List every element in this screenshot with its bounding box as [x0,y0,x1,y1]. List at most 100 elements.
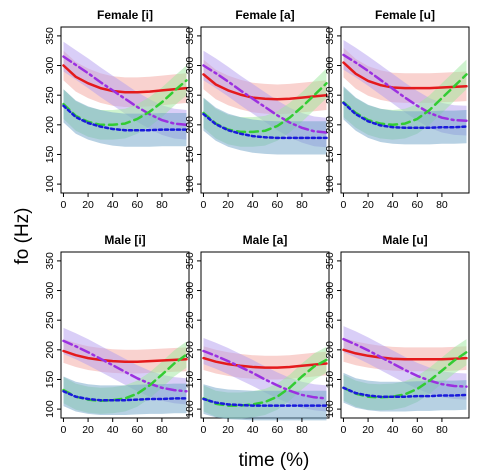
x-tick-label: 80 [156,199,168,211]
series-line [202,397,328,407]
y-tick-label: 250 [44,311,56,329]
y-tick-label: 250 [184,86,196,104]
y-tick-label: 350 [44,252,56,270]
x-tick-label: 60 [271,199,283,211]
x-tick-label: 40 [247,199,259,211]
y-tick-label: 250 [324,86,336,104]
x-tick-label: 0 [61,424,67,436]
y-tick-label: 100 [44,400,56,418]
plot-frame [340,251,470,419]
x-tick-label: 60 [411,424,423,436]
series-line [202,356,328,369]
panels: Female [i]0 20 40 60 80100150200250300350Fem… [44,8,470,436]
y-tick-label: 300 [44,57,56,75]
panel: Male [i] 0 20 40 60 80 100 150 200 250 300 350 [44,233,190,436]
plot-frame [340,26,470,194]
x-tick-label: 20 [222,424,234,436]
panel: Female [u] 0 20 40 60 80 100 150 200 250 300 350 [324,8,470,211]
y-tick-label: 200 [324,341,336,359]
panel: Female [a] 0 20 40 60 80 100 150 200 250 300 350 [184,8,330,211]
x-tick-label: 20 [362,199,374,211]
y-tick-label: 150 [324,146,336,164]
x-tick-label: 60 [131,199,143,211]
series-line [342,53,468,122]
x-tick-label: 80 [436,424,448,436]
series-line [342,61,468,90]
y-tick-label: 300 [184,57,196,75]
x-tick-label: 40 [247,424,259,436]
series-line [202,64,328,134]
y-tick-label: 250 [324,311,336,329]
series-line [62,64,188,94]
plot-frame [60,251,190,419]
y-axis-title: fo (Hz) [12,208,33,265]
series-line [202,112,328,140]
series-line [342,348,468,361]
plot-frame [200,26,330,194]
series-line [62,55,188,127]
panel-title: Male [i] [104,233,145,247]
confidence-band [63,89,187,147]
panel: Female [i] 0 20 40 60 80 100 150 200 250 300 350 [44,8,190,211]
series-line [342,101,468,130]
x-tick-label: 0 [341,424,347,436]
x-tick-label: 60 [271,424,283,436]
x-tick-label: 60 [411,199,423,211]
series-line [62,339,188,393]
y-tick-label: 200 [44,341,56,359]
y-tick-label: 100 [184,175,196,193]
series-line [342,386,468,398]
y-tick-label: 200 [44,116,56,134]
x-tick-label: 20 [222,199,234,211]
series-line [62,104,188,132]
series-line [342,337,468,388]
series-line [202,349,328,400]
y-tick-label: 350 [184,27,196,45]
x-tick-label: 80 [296,424,308,436]
y-tick-label: 300 [324,57,336,75]
y-tick-label: 350 [44,27,56,45]
y-tick-label: 350 [324,252,336,270]
y-tick-label: 100 [324,400,336,418]
panel-title: Female [u] [375,8,435,22]
x-tick-label: 0 [201,424,207,436]
y-tick-label: 150 [44,146,56,164]
series-line [62,349,188,363]
y-tick-label: 100 [184,400,196,418]
x-tick-label: 40 [107,424,119,436]
series-line [62,390,188,402]
y-tick-label: 150 [184,146,196,164]
y-tick-label: 200 [324,116,336,134]
x-tick-label: 20 [82,424,94,436]
y-tick-label: 100 [324,175,336,193]
y-tick-label: 150 [324,371,336,389]
x-tick-label: 60 [131,424,143,436]
y-tick-label: 200 [184,116,196,134]
y-tick-label: 200 [184,341,196,359]
y-tick-label: 150 [44,371,56,389]
panel: Male [a] 0 20 40 60 80 100 150 200 250 300 350 [184,233,330,436]
panel: Male [u] 0 20 40 60 80 100 150 200 250 300 350 [324,233,470,436]
panel-title: Female [a] [235,8,294,22]
x-tick-label: 80 [156,424,168,436]
y-tick-label: 250 [184,311,196,329]
x-axis-title: time (%) [239,450,310,471]
panel-title: Male [a] [243,233,288,247]
y-tick-label: 250 [44,86,56,104]
panel-title: Female [i] [97,8,153,22]
y-tick-label: 150 [184,371,196,389]
series-line [202,73,328,101]
y-tick-label: 350 [184,252,196,270]
y-tick-label: 300 [184,282,196,300]
x-tick-label: 0 [341,199,347,211]
y-tick-label: 100 [44,175,56,193]
x-tick-label: 40 [107,199,119,211]
x-tick-label: 40 [387,199,399,211]
x-tick-label: 0 [201,199,207,211]
confidence-band [203,97,327,155]
x-tick-label: 0 [61,199,67,211]
plot-frame [60,26,190,194]
x-tick-label: 20 [82,199,94,211]
y-tick-label: 300 [44,282,56,300]
